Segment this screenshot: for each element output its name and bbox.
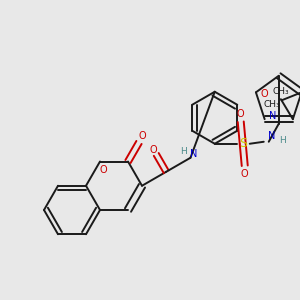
Text: S: S [239, 137, 247, 150]
Text: O: O [260, 89, 268, 99]
Text: O: O [99, 164, 107, 175]
Text: H: H [180, 147, 187, 156]
Text: O: O [241, 169, 249, 179]
Text: H: H [279, 136, 286, 145]
Text: N: N [190, 149, 197, 159]
Text: N: N [269, 111, 276, 121]
Text: N: N [268, 131, 275, 141]
Text: CH₃: CH₃ [263, 100, 280, 109]
Text: O: O [150, 145, 158, 155]
Text: CH₃: CH₃ [272, 87, 289, 96]
Text: O: O [139, 131, 146, 141]
Text: O: O [237, 109, 244, 119]
